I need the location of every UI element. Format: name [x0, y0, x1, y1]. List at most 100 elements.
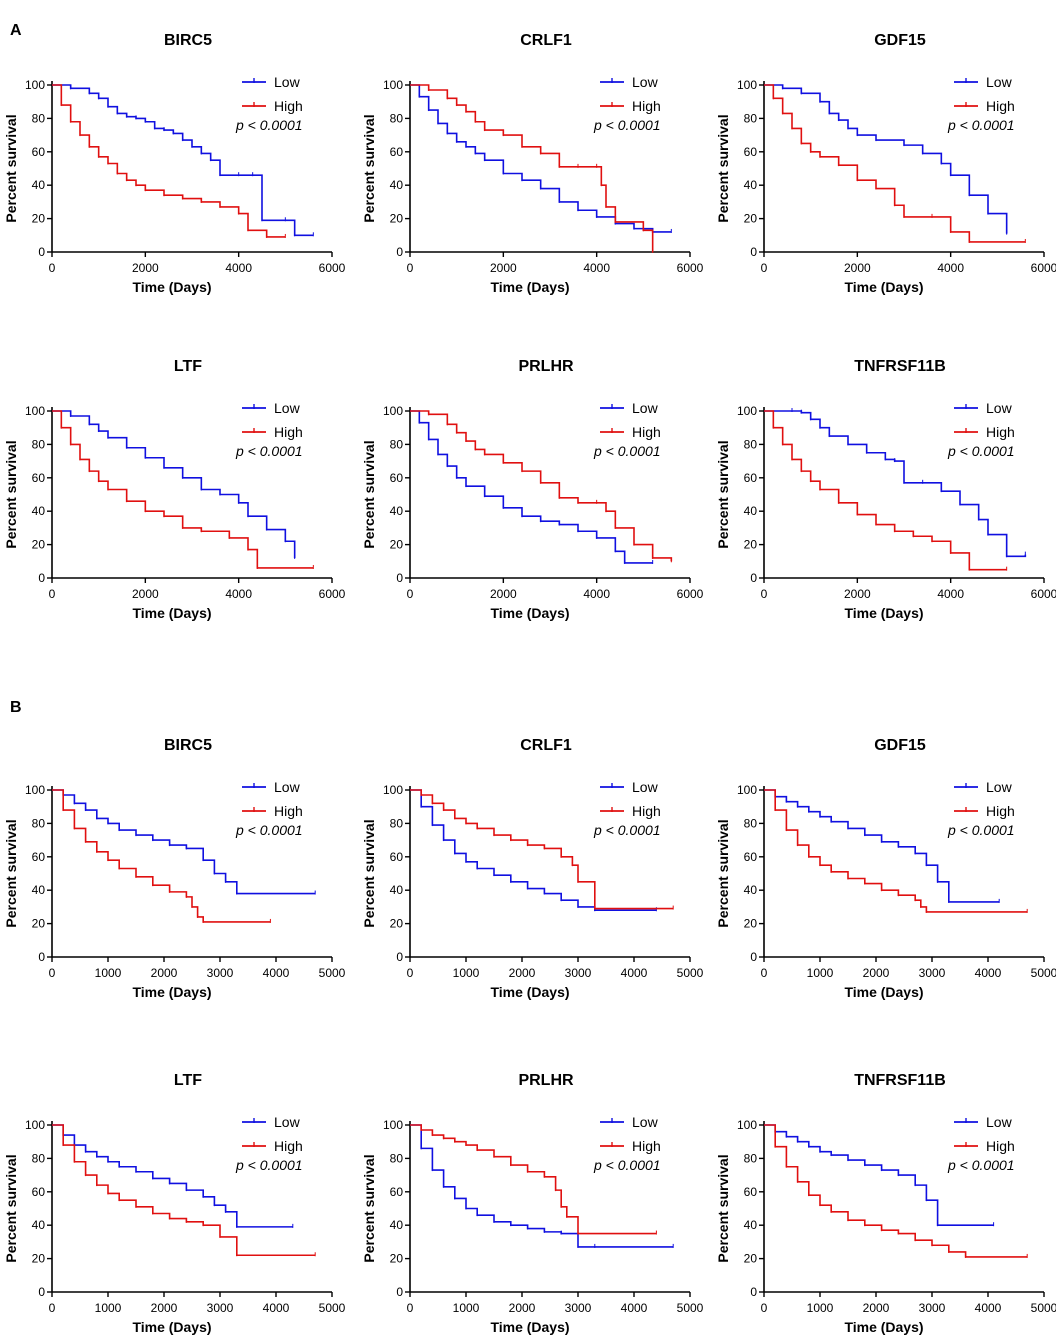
chart-title: LTF	[174, 358, 202, 375]
y-tick-label: 60	[32, 850, 46, 864]
legend-label-low: Low	[986, 74, 1013, 90]
x-tick-label: 2000	[844, 587, 871, 601]
x-tick-label: 4000	[621, 1301, 648, 1315]
chart-title: LTF	[174, 1072, 202, 1089]
chart-title: TNFRSF11B	[854, 358, 946, 375]
y-tick-label: 80	[744, 1151, 758, 1165]
y-axis-label: Percent survival	[361, 440, 377, 548]
legend-label-low: Low	[986, 1114, 1013, 1130]
p-value-annotation: p < 0.0001	[947, 822, 1015, 838]
x-tick-label: 0	[49, 966, 56, 980]
y-tick-label: 100	[737, 404, 757, 418]
chart-title: TNFRSF11B	[854, 1072, 946, 1089]
legend-label-high: High	[986, 424, 1015, 440]
series-line-high	[52, 410, 314, 569]
y-tick-label: 20	[32, 538, 46, 552]
x-tick-label: 2000	[863, 966, 890, 980]
x-tick-label: 6000	[319, 261, 346, 275]
x-tick-label: 0	[761, 966, 768, 980]
x-tick-label: 4000	[263, 1301, 290, 1315]
series-line-high	[764, 410, 1007, 571]
chart-title: BIRC5	[164, 32, 212, 49]
y-tick-label: 0	[38, 245, 45, 259]
p-value-annotation: p < 0.0001	[235, 822, 303, 838]
y-tick-label: 100	[25, 78, 45, 92]
y-axis-label: Percent survival	[715, 819, 731, 927]
y-tick-label: 80	[32, 816, 46, 830]
y-tick-label: 20	[390, 212, 404, 226]
y-tick-label: 40	[390, 504, 404, 518]
legend-label-high: High	[274, 424, 303, 440]
x-tick-label: 2000	[132, 261, 159, 275]
x-axis-label: Time (Days)	[844, 984, 923, 1000]
y-axis-label: Percent survival	[715, 440, 731, 548]
x-tick-label: 3000	[565, 1301, 592, 1315]
survival-chart-6: TNFRSF11B 0 20 40 60 80 100 0 2000 4000 6000 Time (…	[715, 358, 1056, 621]
x-tick-label: 1000	[95, 1301, 122, 1315]
x-tick-label: 2000	[844, 261, 871, 275]
x-tick-label: 4000	[583, 587, 610, 601]
x-tick-label: 2000	[490, 587, 517, 601]
y-axis-label: Percent survival	[3, 440, 19, 548]
x-tick-label: 6000	[677, 587, 704, 601]
y-tick-label: 20	[32, 212, 46, 226]
chart-title: PRLHR	[518, 358, 574, 375]
x-axis-label: Time (Days)	[132, 984, 211, 1000]
y-tick-label: 20	[744, 1252, 758, 1266]
p-value-annotation: p < 0.0001	[235, 117, 303, 133]
x-tick-label: 4000	[937, 587, 964, 601]
y-tick-label: 60	[744, 145, 758, 159]
y-tick-label: 40	[744, 883, 758, 897]
y-axis-label: Percent survival	[3, 819, 19, 927]
x-tick-label: 3000	[207, 966, 234, 980]
survival-chart-3: GDF15 0 20 40 60 80 100 0 2000 4000 6000 Time (Days…	[715, 32, 1056, 295]
y-tick-label: 20	[32, 917, 46, 931]
x-tick-label: 4000	[621, 966, 648, 980]
y-tick-label: 0	[750, 245, 757, 259]
legend-label-high: High	[274, 1138, 303, 1154]
y-tick-label: 0	[38, 1285, 45, 1299]
legend-label-low: Low	[986, 779, 1013, 795]
series-line-high	[52, 84, 286, 238]
legend-label-high: High	[632, 803, 661, 819]
y-tick-label: 100	[383, 78, 403, 92]
p-value-annotation: p < 0.0001	[947, 117, 1015, 133]
x-axis-label: Time (Days)	[132, 605, 211, 621]
y-tick-label: 0	[750, 950, 757, 964]
chart-title: CRLF1	[520, 32, 572, 49]
legend-label-low: Low	[274, 400, 301, 416]
y-tick-label: 100	[25, 404, 45, 418]
legend-label-low: Low	[986, 400, 1013, 416]
x-tick-label: 3000	[919, 1301, 946, 1315]
y-tick-label: 100	[737, 1118, 757, 1132]
x-axis-label: Time (Days)	[132, 1319, 211, 1335]
y-tick-label: 100	[737, 783, 757, 797]
x-tick-label: 6000	[677, 261, 704, 275]
y-tick-label: 40	[390, 178, 404, 192]
y-axis-label: Percent survival	[361, 819, 377, 927]
p-value-annotation: p < 0.0001	[593, 443, 661, 459]
legend-label-high: High	[632, 424, 661, 440]
y-tick-label: 80	[390, 816, 404, 830]
y-tick-label: 0	[396, 1285, 403, 1299]
x-tick-label: 3000	[919, 966, 946, 980]
y-tick-label: 60	[744, 850, 758, 864]
y-tick-label: 20	[390, 538, 404, 552]
x-axis-label: Time (Days)	[132, 279, 211, 295]
legend-label-high: High	[986, 803, 1015, 819]
x-tick-label: 5000	[1031, 966, 1056, 980]
legend-label-high: High	[986, 1138, 1015, 1154]
y-axis-label: Percent survival	[715, 114, 731, 222]
x-tick-label: 5000	[319, 966, 346, 980]
legend-label-low: Low	[632, 1114, 659, 1130]
x-tick-label: 2000	[509, 1301, 536, 1315]
x-tick-label: 4000	[937, 261, 964, 275]
series-line-high	[52, 1124, 316, 1257]
x-axis-label: Time (Days)	[490, 605, 569, 621]
y-tick-label: 40	[32, 1218, 46, 1232]
y-tick-label: 20	[32, 1252, 46, 1266]
panel-label-a: A	[10, 22, 22, 39]
series-line-low	[764, 84, 1008, 234]
